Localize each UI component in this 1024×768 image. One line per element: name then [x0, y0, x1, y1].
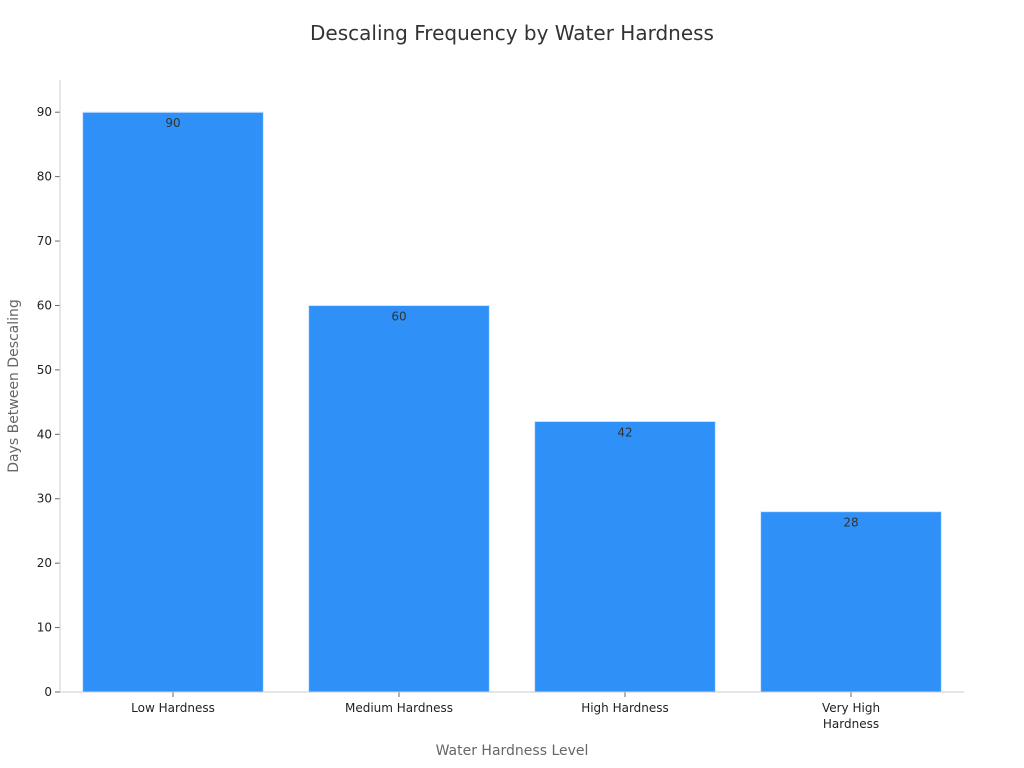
y-tick-label: 30	[37, 492, 52, 506]
data-label: 90	[165, 116, 180, 130]
y-axis-title: Days Between Descaling	[6, 299, 22, 473]
y-tick-label: 0	[44, 685, 52, 699]
bar	[82, 111, 264, 693]
y-tick-label: 80	[37, 170, 52, 184]
y-tick-label: 70	[37, 234, 52, 248]
bars-group	[82, 111, 942, 693]
x-tick-label: Hardness	[823, 717, 879, 731]
data-label: 60	[391, 309, 406, 323]
x-tick-label: Low Hardness	[131, 701, 215, 715]
x-tick-label: Very High	[822, 701, 880, 715]
y-tick-label: 20	[37, 556, 52, 570]
bar	[534, 420, 716, 693]
y-axis-ticks: 0 10 20 30 40 50 60 70 80 90	[37, 105, 60, 699]
y-tick-label: 40	[37, 427, 52, 441]
data-labels-group: 90 60 42 28	[165, 116, 858, 529]
data-label: 42	[617, 425, 632, 439]
x-tick-label: Medium Hardness	[345, 701, 453, 715]
bar	[308, 304, 490, 693]
data-label: 28	[843, 516, 858, 530]
chart-title: Descaling Frequency by Water Hardness	[310, 21, 714, 45]
y-tick-label: 90	[37, 105, 52, 119]
y-tick-label: 10	[37, 621, 52, 635]
bar	[760, 511, 942, 693]
y-tick-label: 50	[37, 363, 52, 377]
x-tick-label: High Hardness	[581, 701, 669, 715]
y-tick-label: 60	[37, 298, 52, 312]
x-axis-ticks: Low Hardness Medium Hardness High Hardness…	[131, 692, 880, 731]
x-axis-title: Water Hardness Level	[436, 743, 589, 759]
